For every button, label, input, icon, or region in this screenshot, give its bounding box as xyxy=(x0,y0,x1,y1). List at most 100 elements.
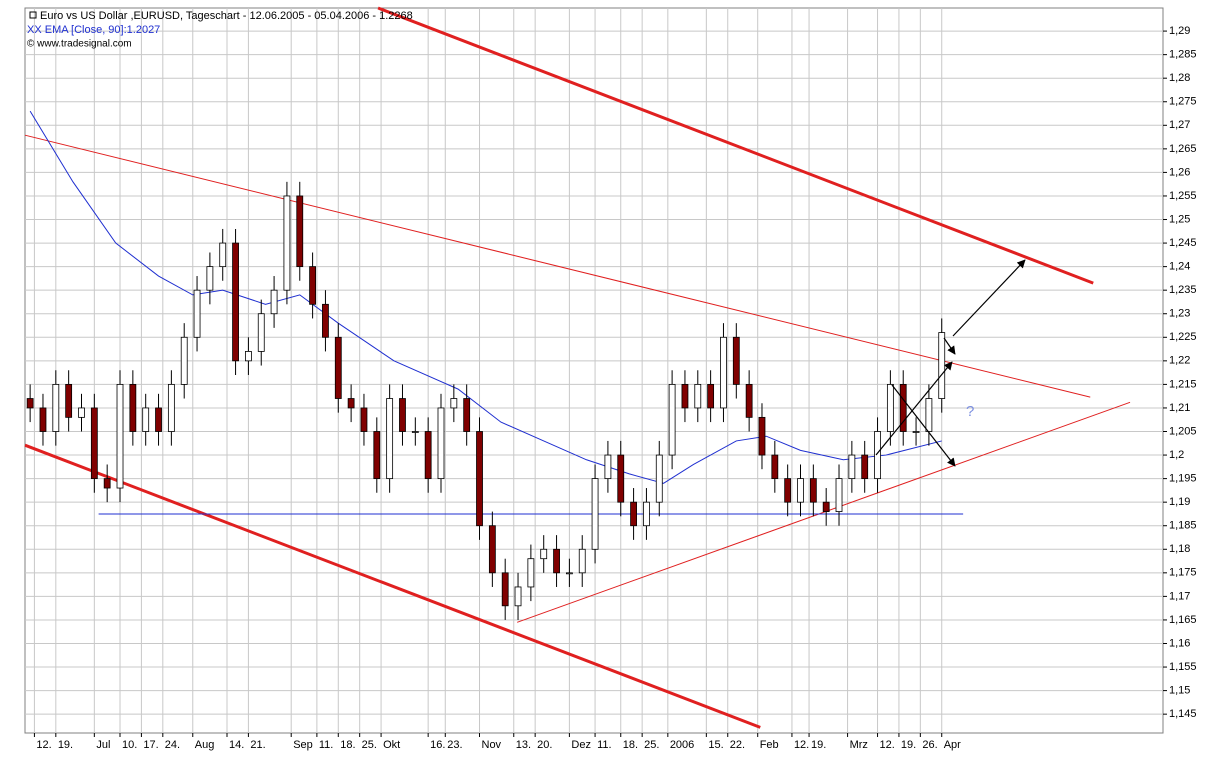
x-tick-label: Nov xyxy=(482,739,502,751)
trend-line xyxy=(24,134,1091,398)
grid xyxy=(25,8,1163,733)
arrows xyxy=(875,259,1026,467)
x-tick-label: 19. xyxy=(58,739,73,751)
credit: © www.tradesignal.com xyxy=(27,39,132,50)
candle-body xyxy=(78,407,85,418)
candle-body xyxy=(386,398,394,480)
candle-body xyxy=(886,383,894,432)
candle-body xyxy=(180,336,188,385)
candle-body xyxy=(129,383,137,432)
candle-body xyxy=(206,266,214,291)
y-tick-label: 1,155 xyxy=(1169,661,1197,673)
candle-body xyxy=(155,407,162,432)
candle-body xyxy=(90,407,98,480)
candle-body xyxy=(488,525,496,574)
y-tick-label: 1,185 xyxy=(1169,520,1197,532)
candle-body xyxy=(219,242,227,268)
annotation: ? xyxy=(966,403,974,420)
candle-body xyxy=(822,501,830,512)
y-tick-label: 1,255 xyxy=(1169,190,1197,202)
candle-body xyxy=(257,313,265,352)
candle-body xyxy=(322,303,329,338)
x-tick-label: 23. xyxy=(447,739,462,751)
candle-body xyxy=(270,289,278,315)
candle-body xyxy=(103,478,111,489)
y-tick-label: 1,175 xyxy=(1169,567,1197,579)
x-tick-label: Sep xyxy=(293,739,313,751)
candle-body xyxy=(848,454,856,480)
candle-body xyxy=(399,398,406,432)
candle-body xyxy=(720,336,727,409)
candle-body xyxy=(745,383,753,418)
x-tick-label: 18. xyxy=(340,739,355,751)
x-tick-label: 18. xyxy=(623,739,638,751)
candle-body xyxy=(65,383,73,418)
candle-body xyxy=(694,383,702,409)
candle-body xyxy=(835,478,843,512)
x-tick-label: 25. xyxy=(644,739,659,751)
y-tick-label: 1,27 xyxy=(1169,119,1190,131)
y-tick-label: 1,29 xyxy=(1169,25,1190,37)
trend-line xyxy=(517,401,1131,623)
x-tick-label: 12. xyxy=(880,739,895,751)
candle-body xyxy=(797,478,804,503)
candle-body xyxy=(784,478,792,503)
x-tick-label: 16. xyxy=(430,739,445,751)
candle-body xyxy=(938,332,946,399)
candle-body xyxy=(861,454,869,480)
y-tick-label: 1,2 xyxy=(1169,449,1184,461)
candle-body xyxy=(347,398,355,409)
arrow xyxy=(875,361,953,456)
y-tick-label: 1,28 xyxy=(1169,72,1190,84)
candle-body xyxy=(771,454,779,480)
y-tick-label: 1,235 xyxy=(1169,284,1197,296)
candle-body xyxy=(874,431,881,480)
candle-body xyxy=(681,383,689,409)
x-tick-label: 12. xyxy=(36,739,51,751)
y-tick-label: 1,26 xyxy=(1169,166,1190,178)
x-tick-label: 11. xyxy=(597,739,611,751)
candle-body xyxy=(514,586,522,607)
y-tick-label: 1,25 xyxy=(1169,213,1190,225)
candle-body xyxy=(540,548,548,560)
y-tick-label: 1,18 xyxy=(1169,543,1190,555)
x-tick-label: Jul xyxy=(96,739,110,751)
x-tick-label: 10. xyxy=(122,739,137,751)
y-tick-label: 1,245 xyxy=(1169,237,1197,249)
candle-body xyxy=(334,336,342,399)
x-tick-label: 21. xyxy=(250,739,265,751)
candle-body xyxy=(167,383,175,432)
y-tick-label: 1,145 xyxy=(1169,708,1197,720)
candle-body xyxy=(424,431,432,480)
y-tick-label: 1,165 xyxy=(1169,614,1197,626)
candle-body xyxy=(565,572,573,575)
axis-labels: 1,145 1,15 1,155 1,16 1,165 1,17 1,175 1,18 1,18… xyxy=(33,25,1197,751)
x-tick-label: 12. xyxy=(794,739,809,751)
y-tick-label: 1,265 xyxy=(1169,143,1197,155)
candle-body xyxy=(283,195,291,291)
y-tick-label: 1,24 xyxy=(1169,261,1190,273)
candle-body xyxy=(193,289,201,338)
candle-body xyxy=(912,431,920,433)
x-tick-label: Mrz xyxy=(850,739,868,751)
candle-body xyxy=(668,383,676,456)
x-tick-label: 2006 xyxy=(670,739,694,751)
y-tick-label: 1,19 xyxy=(1169,496,1190,508)
candle-body xyxy=(411,431,419,433)
x-tick-label: 22. xyxy=(730,739,745,751)
y-tick-label: 1,17 xyxy=(1169,590,1190,602)
y-tick-label: 1,195 xyxy=(1169,473,1197,485)
candle-body xyxy=(732,336,740,385)
candle-body xyxy=(604,454,612,480)
candle-body xyxy=(309,266,317,305)
y-tick-label: 1,275 xyxy=(1169,96,1197,108)
candle-body xyxy=(116,383,124,489)
x-tick-label: 24. xyxy=(165,739,180,751)
trend-line xyxy=(24,443,761,729)
y-tick-label: 1,22 xyxy=(1169,355,1190,367)
y-tick-label: 1,205 xyxy=(1169,425,1197,437)
x-tick-label: 11. xyxy=(319,739,333,751)
candle-body xyxy=(655,454,663,503)
candle-body xyxy=(476,431,483,527)
